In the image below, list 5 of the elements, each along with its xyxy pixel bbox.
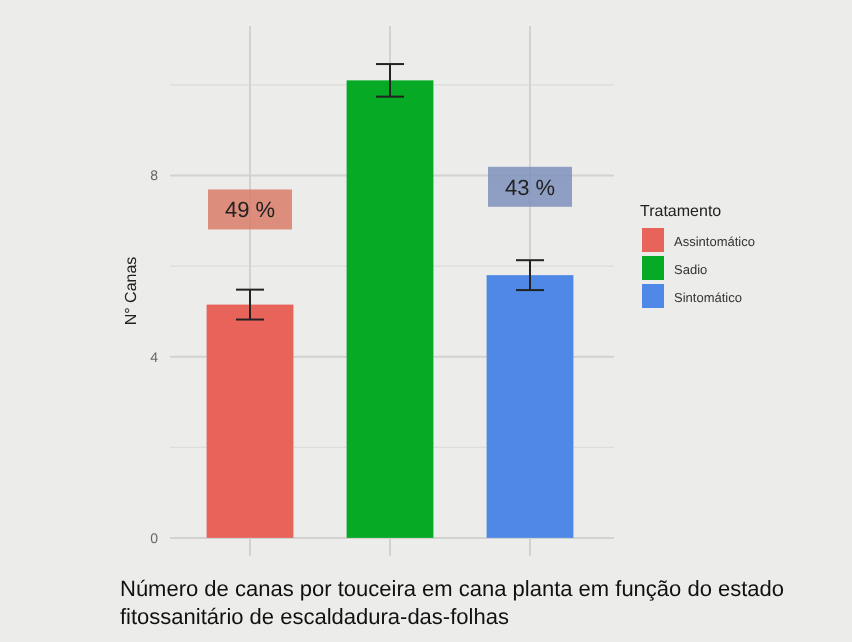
annotation: 49 % xyxy=(224,199,276,224)
y-axis-title: N° Canas xyxy=(122,256,140,326)
text: Número de canas por touceira em cana planta em função do estado fitossanitário de escaldadura-das-folhas xyxy=(120,578,785,630)
annotation: 43 % xyxy=(504,176,556,201)
legend-title: Tratamento xyxy=(640,202,723,220)
